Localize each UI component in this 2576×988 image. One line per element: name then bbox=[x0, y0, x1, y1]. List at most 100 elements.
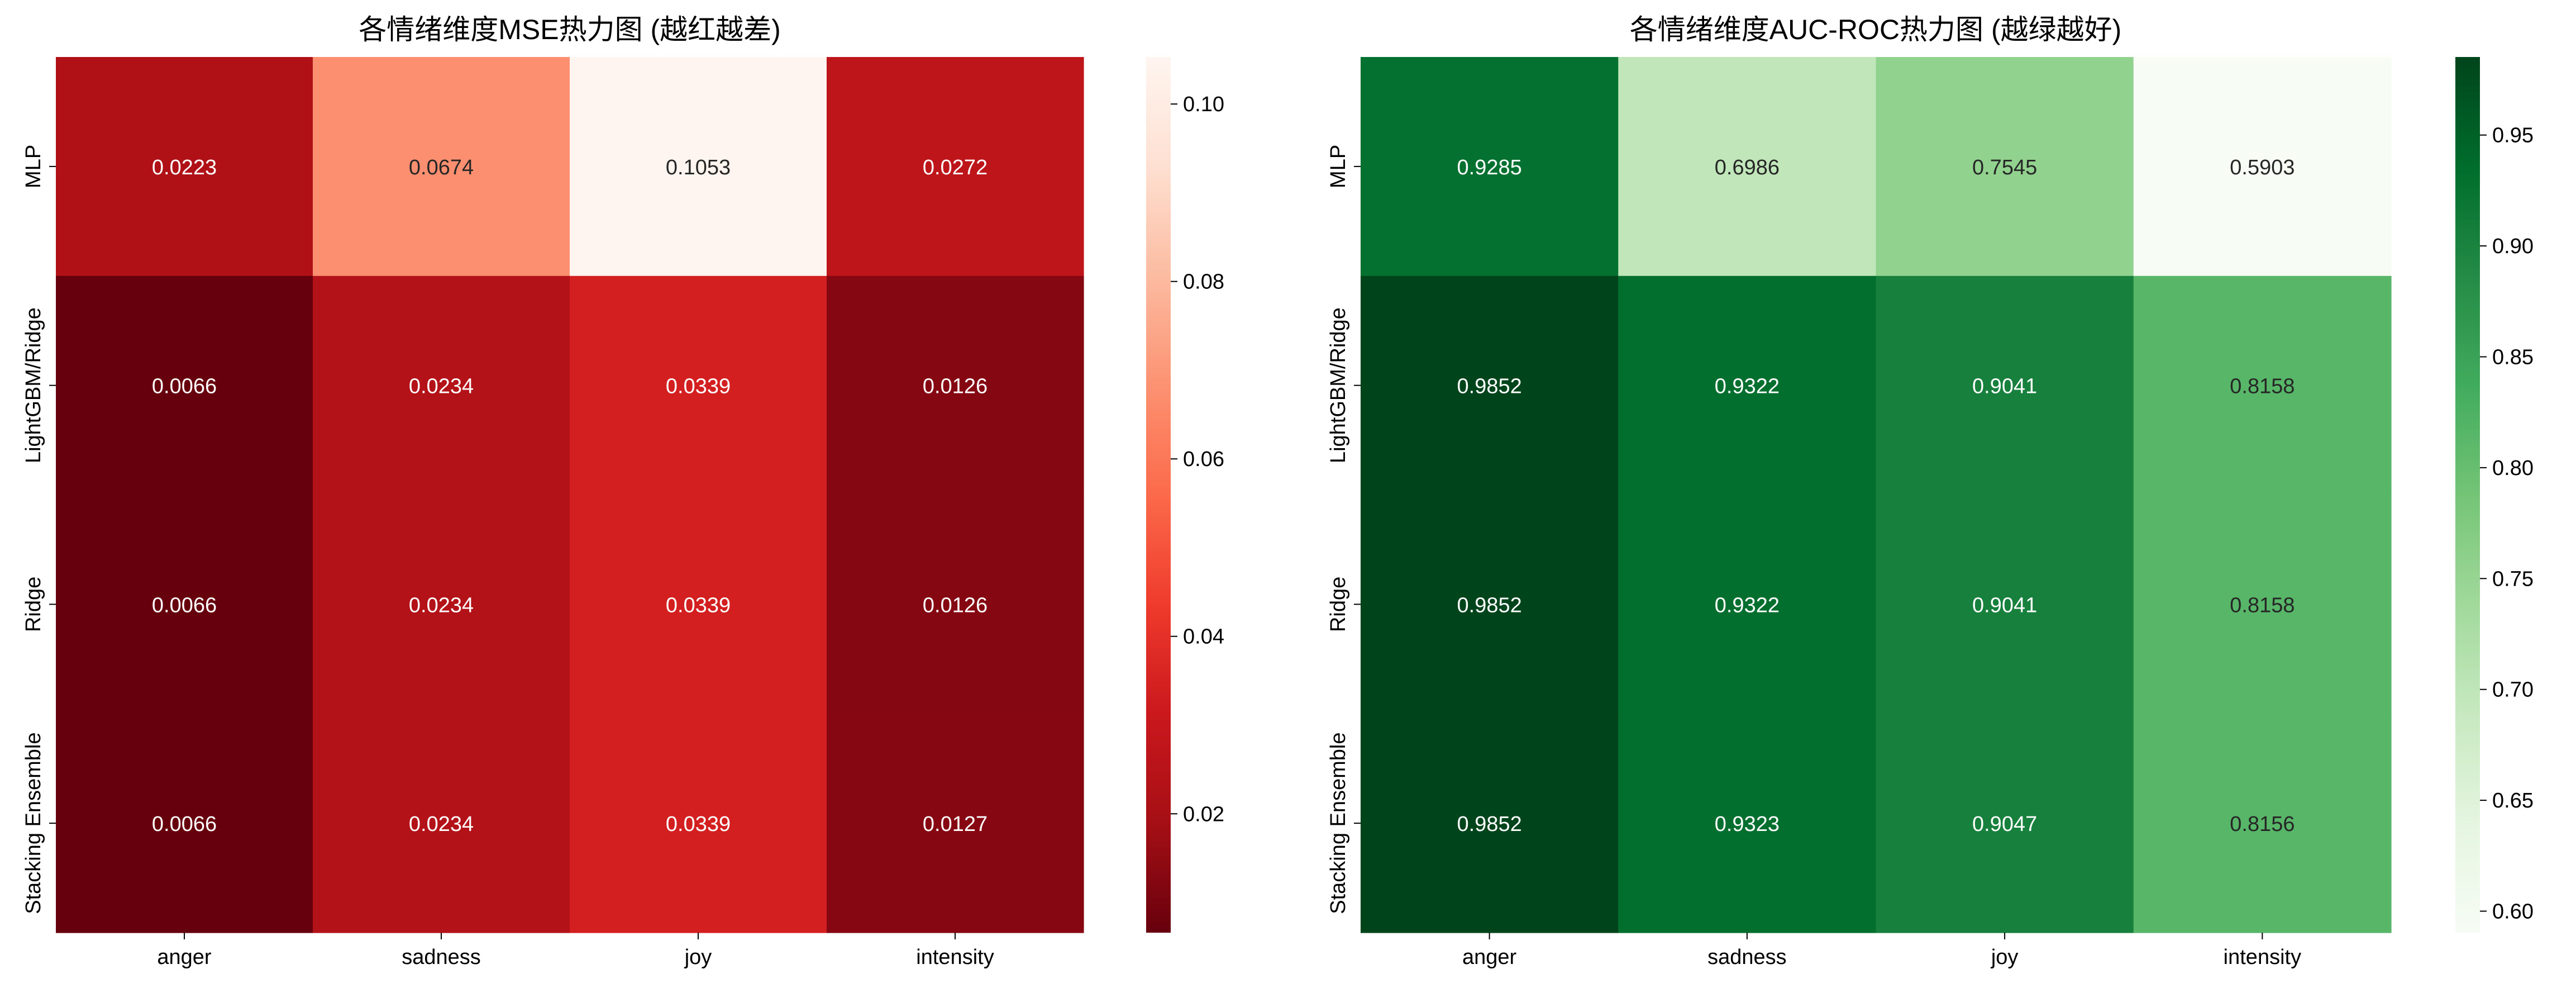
x-tick-label: intensity bbox=[916, 946, 994, 969]
x-tick-label: joy bbox=[684, 946, 712, 969]
chart-title: 各情绪维度MSE热力图 (越红越差) bbox=[359, 14, 781, 45]
heatmap-cell bbox=[313, 495, 570, 714]
heatmap-cell bbox=[2133, 495, 2392, 714]
cell-value-label: 0.9852 bbox=[1457, 375, 1522, 398]
cell-value-label: 0.9323 bbox=[1715, 813, 1780, 836]
colorbar-tick-label: 0.60 bbox=[2492, 900, 2534, 924]
heatmap-cell bbox=[1876, 57, 2134, 277]
heatmap-cell bbox=[827, 714, 1084, 933]
y-tick-label: Stacking Ensemble bbox=[22, 732, 45, 914]
cell-value-label: 0.8156 bbox=[2230, 813, 2294, 836]
heatmap-panel-1: 各情绪维度MSE热力图 (越红越差)0.0223 0.0674 0.1053 0.02… bbox=[22, 14, 1224, 969]
cell-value-label: 0.0339 bbox=[666, 813, 731, 836]
colorbar-tick-label: 0.85 bbox=[2492, 345, 2534, 369]
y-tick-label: Ridge bbox=[22, 577, 45, 632]
heatmap-cell bbox=[1876, 276, 2134, 496]
heatmap-cells bbox=[56, 57, 1084, 933]
cell-value-label: 0.1053 bbox=[666, 156, 731, 179]
heatmap-cell bbox=[313, 57, 570, 277]
y-tick-label: Ridge bbox=[1327, 577, 1350, 632]
colorbar-tick-label: 0.75 bbox=[2492, 567, 2534, 591]
colorbar-gradient bbox=[1146, 57, 1171, 933]
cell-value-label: 0.0234 bbox=[409, 813, 474, 836]
cell-value-label: 0.6986 bbox=[1715, 156, 1780, 179]
chart-title: 各情绪维度AUC-ROC热力图 (越绿越好) bbox=[1630, 14, 2122, 45]
heatmap-cell bbox=[1618, 714, 1877, 933]
heatmap-cell bbox=[313, 714, 570, 933]
cell-value-label: 0.0339 bbox=[666, 375, 731, 398]
heatmap-cell bbox=[56, 276, 313, 496]
cell-value-label: 0.9322 bbox=[1715, 375, 1780, 398]
heatmap-cell bbox=[1618, 57, 1877, 277]
y-tick-label: LightGBM/Ridge bbox=[1327, 307, 1350, 463]
heatmap-cell bbox=[570, 714, 827, 933]
heatmap-value-labels: 0.0223 0.0674 0.1053 0.0272 0.0066 0.0234 0.03… bbox=[152, 156, 988, 836]
cell-value-label: 0.9041 bbox=[1972, 375, 2037, 398]
cell-value-label: 0.8158 bbox=[2230, 593, 2294, 617]
cell-value-label: 0.0066 bbox=[152, 813, 217, 836]
heatmap-cell bbox=[827, 276, 1084, 496]
colorbar-tick-label: 0.95 bbox=[2492, 124, 2534, 148]
cell-value-label: 0.9852 bbox=[1457, 813, 1522, 836]
heatmap-cell bbox=[56, 714, 313, 933]
heatmap-cell bbox=[1618, 276, 1877, 496]
cell-value-label: 0.9285 bbox=[1457, 156, 1522, 179]
heatmap-cell bbox=[570, 57, 827, 277]
heatmap-cell bbox=[56, 495, 313, 714]
heatmap-cell bbox=[1361, 276, 1619, 496]
cell-value-label: 0.0126 bbox=[923, 375, 988, 398]
heatmap-cell bbox=[313, 276, 570, 496]
heatmap-cells bbox=[1361, 57, 2392, 933]
cell-value-label: 0.0234 bbox=[409, 375, 474, 398]
heatmap-cell bbox=[2133, 714, 2392, 933]
cell-value-label: 0.0272 bbox=[923, 156, 988, 179]
y-axis: MLP LightGBM/Ridge Ridge Stacking Ensemble bbox=[22, 145, 56, 914]
colorbar-tick-label: 0.08 bbox=[1183, 270, 1224, 294]
cell-value-label: 0.0127 bbox=[923, 813, 988, 836]
colorbar-tick-label: 0.80 bbox=[2492, 457, 2534, 480]
x-tick-label: intensity bbox=[2224, 946, 2301, 969]
cell-value-label: 0.0066 bbox=[152, 375, 217, 398]
cell-value-label: 0.0066 bbox=[152, 593, 217, 617]
heatmap-cell bbox=[1361, 714, 1619, 933]
colorbar-tick-label: 0.06 bbox=[1183, 448, 1224, 471]
y-axis: MLP LightGBM/Ridge Ridge Stacking Ensemble bbox=[1327, 145, 1361, 914]
cell-value-label: 0.0674 bbox=[409, 156, 474, 179]
y-tick-label: Stacking Ensemble bbox=[1327, 732, 1350, 914]
heatmap-cell bbox=[570, 276, 827, 496]
heatmap-cell bbox=[1876, 495, 2134, 714]
heatmap-cell bbox=[827, 495, 1084, 714]
colorbar-tick-label: 0.04 bbox=[1183, 625, 1224, 649]
cell-value-label: 0.9047 bbox=[1972, 813, 2037, 836]
colorbar-tick-label: 0.65 bbox=[2492, 789, 2534, 813]
cell-value-label: 0.0234 bbox=[409, 593, 474, 617]
x-axis: anger sadness joy intensity bbox=[1462, 933, 2301, 969]
heatmap-cell bbox=[2133, 276, 2392, 496]
heatmap-cell bbox=[1876, 714, 2134, 933]
x-tick-label: joy bbox=[1991, 946, 2019, 969]
cell-value-label: 0.0339 bbox=[666, 593, 731, 617]
heatmap-cell bbox=[2133, 57, 2392, 277]
heatmap-cell bbox=[56, 57, 313, 277]
cell-value-label: 0.9852 bbox=[1457, 593, 1522, 617]
cell-value-label: 0.9041 bbox=[1972, 593, 2037, 617]
colorbar: 0.60 0.65 0.70 0.75 0.80 0.85 0.90 0.95 bbox=[2455, 57, 2534, 933]
colorbar-tick-label: 0.90 bbox=[2492, 235, 2534, 258]
heatmap-cell bbox=[1361, 57, 1619, 277]
x-tick-label: anger bbox=[1462, 946, 1517, 969]
y-tick-label: MLP bbox=[22, 145, 45, 188]
heatmap-cell bbox=[570, 495, 827, 714]
heatmap-cell bbox=[827, 57, 1084, 277]
heatmap-value-labels: 0.9285 0.6986 0.7545 0.5903 0.9852 0.9322 0.90… bbox=[1457, 156, 2295, 836]
x-tick-label: sadness bbox=[1707, 946, 1787, 969]
x-tick-label: anger bbox=[157, 946, 212, 969]
colorbar: 0.02 0.04 0.06 0.08 0.10 bbox=[1146, 57, 1224, 933]
heatmap-panel-2: 各情绪维度AUC-ROC热力图 (越绿越好) 0.9285 0.6986 0.7545… bbox=[1327, 14, 2534, 969]
colorbar-tick-label: 0.02 bbox=[1183, 802, 1224, 826]
heatmap-cell bbox=[1618, 495, 1877, 714]
colorbar-tick-label: 0.10 bbox=[1183, 93, 1224, 116]
colorbar-gradient bbox=[2455, 57, 2480, 933]
x-tick-label: sadness bbox=[402, 946, 481, 969]
cell-value-label: 0.5903 bbox=[2230, 156, 2294, 179]
